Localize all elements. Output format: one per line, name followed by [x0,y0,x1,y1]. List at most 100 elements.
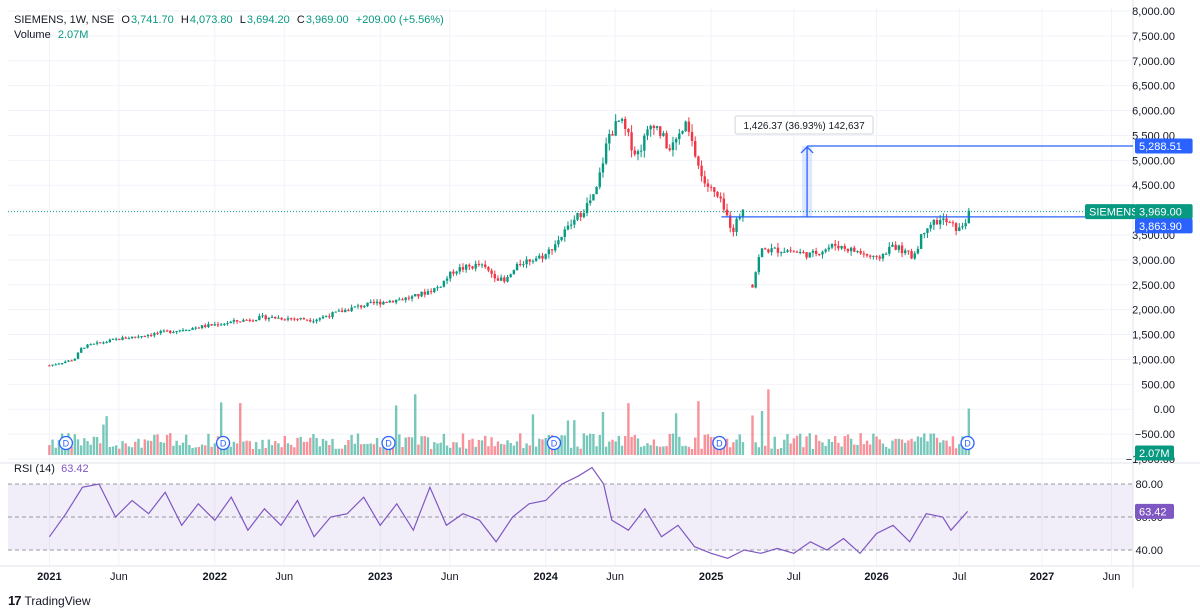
candle-body [60,363,64,365]
candle-body [137,336,140,338]
tradingview-brand: TradingView [24,593,91,608]
volume-bar [678,436,681,455]
candle-body [799,251,802,253]
volume-bar [884,447,888,455]
volume-bar [175,440,178,455]
candle-body [232,320,236,322]
candle-body [118,338,121,341]
volume-bar [910,438,913,455]
candle-body [490,270,493,274]
candle-body [445,278,449,281]
candle-body [659,126,662,136]
candle-body [449,271,452,279]
volume-bar [582,433,586,455]
close-label: C [296,14,305,26]
candle-body [703,176,706,184]
candle-body [869,255,872,257]
volume-bar [827,439,831,455]
candle-body [824,249,827,252]
volume-bar [534,446,538,455]
volume-bar [340,448,344,455]
volume-bar [442,433,446,455]
volume-bar [592,434,595,455]
volume-bar [261,439,264,455]
candle-body [207,324,210,328]
volume-bar [254,442,258,455]
time-tick-label: 2023 [368,571,392,583]
dividend-label: D [964,439,971,449]
volume-bar [372,444,376,455]
volume-bar [865,440,869,455]
candle-body [579,213,582,218]
volume-bar [907,440,910,455]
rsi-label[interactable]: RSI (14) [14,463,55,475]
candle-body [531,260,535,262]
volume-label[interactable]: Volume [14,29,51,41]
volume-bar [611,439,614,455]
volume-bar [375,438,379,455]
price-tick-label: 4,500.00 [1132,180,1175,192]
volume-bar [468,439,471,455]
candle-body [423,291,426,295]
candle-body [235,320,239,322]
volume-bar [837,442,840,455]
candle-body [684,121,687,132]
volume-bar [802,447,805,455]
rsi-last-badge: 63.42 [1139,506,1167,518]
volume-bar [652,439,656,455]
candle-body [904,250,907,254]
dividend-marker [546,435,562,451]
volume-bar [86,441,89,455]
candle-body [503,277,506,282]
candle-body [862,253,866,255]
candle-body [639,150,643,152]
volume-bar [280,447,283,455]
volume-bar [512,445,516,455]
candle-body [840,246,843,249]
volume-bar [639,446,643,455]
time-tick-label: 2025 [699,571,723,583]
candle-body [935,219,939,225]
candle-body [223,323,226,325]
dividend-marker [215,435,231,451]
candle-body [563,229,566,237]
volume-bar [566,420,570,455]
candle-body [865,254,869,256]
candle-body [709,186,713,188]
candle-body [433,288,436,293]
candle-body [818,253,821,255]
volume-bar [420,436,423,455]
candle-body [172,332,175,334]
candle-body [254,320,258,322]
volume-bar [356,433,360,455]
candle-body [51,364,54,366]
volume-bar [404,437,407,455]
candle-body [557,240,560,245]
volume-bar [779,448,783,455]
candle-body [324,316,328,318]
volume-bar [70,446,73,455]
volume-bar [359,444,363,455]
candle-body [70,360,73,362]
volume-bar [286,443,290,455]
candle-body [499,277,503,281]
candle-body [910,251,913,259]
price-tick-label: 2,000.00 [1132,305,1175,317]
symbol-title[interactable]: SIEMENS, 1W, NSE [14,14,115,26]
volume-bar [232,441,236,455]
candle-body [184,330,188,332]
candle-body [608,134,611,144]
dividend-label: D [716,439,723,449]
candle-body [286,318,290,320]
tradingview-logo[interactable]: 17 TradingView [8,593,91,608]
volume-bar [560,435,563,455]
volume-bar [665,446,668,455]
volume-bar [655,446,659,455]
volume-bar [617,435,621,455]
candle-body [528,259,531,262]
volume-bar [149,441,153,455]
volume-bar [429,448,433,455]
volume-bar [614,441,617,455]
volume-bar [881,443,885,455]
